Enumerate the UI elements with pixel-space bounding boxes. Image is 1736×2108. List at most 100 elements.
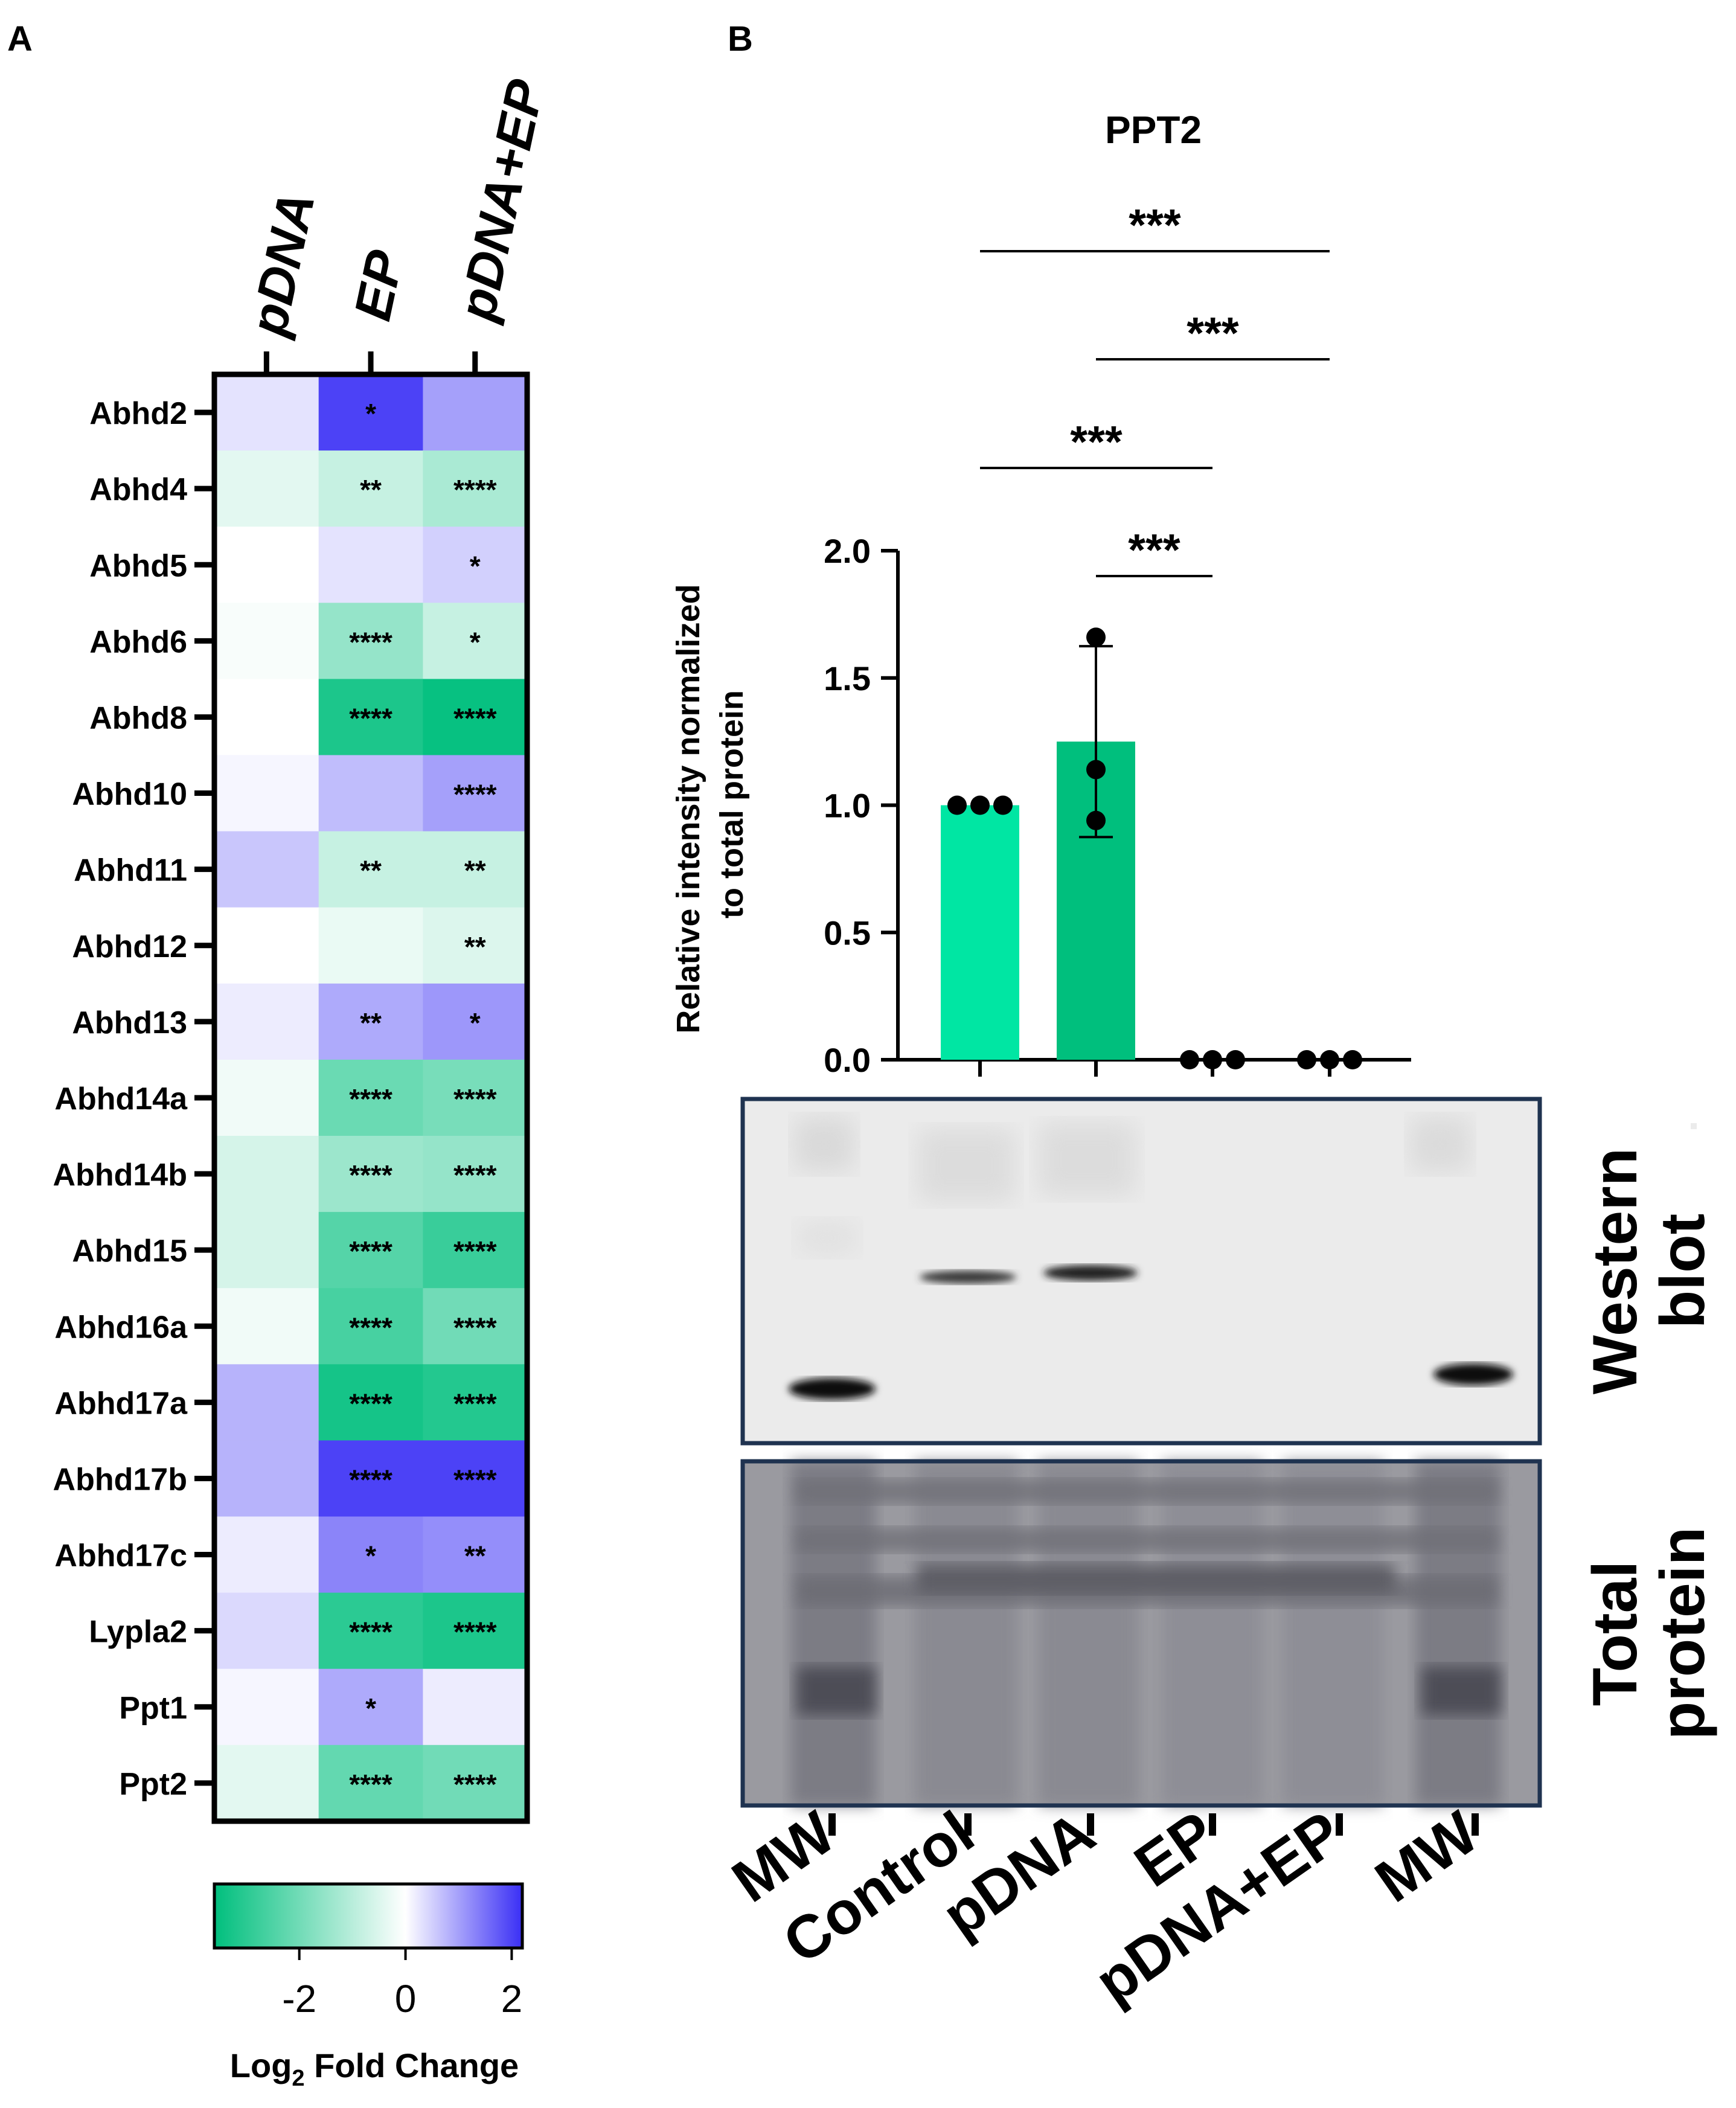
row-label: Abhd12: [72, 929, 187, 964]
heatmap-cell: [423, 1440, 528, 1517]
heatmap-cell: [214, 907, 319, 984]
mw-band-left: [789, 1378, 876, 1400]
data-point: [1226, 1050, 1245, 1069]
heatmap-cell: [214, 1516, 319, 1594]
heatmap-cell: [423, 1136, 528, 1213]
heatmap-cell: [318, 1059, 423, 1136]
chart-bars: [941, 742, 1135, 1060]
row-label: Abhd17b: [53, 1462, 187, 1497]
chart-points: [947, 627, 1362, 1069]
data-point: [1180, 1050, 1199, 1069]
row-label: Ppt1: [119, 1691, 187, 1726]
heatmap-cell: [214, 1059, 319, 1136]
heatmap-cell: [318, 1744, 423, 1822]
row-label: Abhd15: [72, 1234, 187, 1269]
significance-mark: **: [360, 1007, 382, 1039]
data-point: [947, 795, 967, 815]
row-label: Abhd8: [89, 700, 187, 735]
significance-label: ***: [1128, 525, 1180, 575]
total-protein-label: Total protein: [1580, 1527, 1718, 1740]
colorbar-ticks: -2 0 2: [282, 1948, 522, 2020]
significance-mark: ****: [453, 1312, 497, 1343]
heatmap-cell: [423, 907, 528, 984]
column-label: pDNA: [239, 187, 326, 342]
significance-mark: ****: [453, 1464, 497, 1495]
row-label: Abhd14b: [53, 1158, 187, 1193]
heatmap-cell: [318, 1136, 423, 1213]
heatmap-cell: [423, 603, 528, 679]
heatmap-cell: [318, 374, 423, 451]
y-tick-label: 0.5: [824, 914, 871, 952]
heatmap-cell: [214, 983, 319, 1060]
y-axis-label: Relative intensity normalized to total p…: [670, 575, 750, 1033]
significance-mark: *: [365, 1540, 376, 1572]
heatmap-cell: [318, 831, 423, 908]
significance-mark: *: [365, 398, 376, 429]
significance-mark: ****: [453, 1769, 497, 1800]
heatmap-cell: [214, 1440, 319, 1517]
row-label: Abhd13: [72, 1005, 187, 1040]
row-label: Abhd11: [74, 853, 187, 888]
bar-chart: PPT2 Relative intensity normalized to to…: [670, 108, 1411, 1079]
significance-mark: ****: [349, 1159, 392, 1191]
significance-mark: ****: [453, 1616, 497, 1648]
heatmap-cell: [214, 679, 319, 755]
heatmap-cell: [318, 1212, 423, 1289]
significance-label: ***: [1187, 308, 1239, 358]
significance-mark: ****: [453, 1159, 497, 1191]
row-label: Abhd2: [89, 396, 187, 431]
significance-mark: ****: [453, 1083, 497, 1115]
significance-mark: **: [360, 855, 382, 886]
row-label: Abhd16a: [54, 1310, 188, 1345]
heatmap-cell: [214, 1364, 319, 1441]
western-label-line1: Western: [1580, 1148, 1650, 1394]
row-label: Abhd4: [89, 472, 187, 507]
colorbar-tick-label: -2: [282, 1977, 316, 2020]
data-point: [993, 795, 1013, 815]
heatmap-cell: [423, 527, 528, 603]
heatmap-cell: [318, 907, 423, 984]
significance-mark: *: [470, 626, 481, 658]
heatmap-cell: [423, 1516, 528, 1594]
heatmap-cell: [214, 1212, 319, 1289]
heatmap-cell: [318, 450, 423, 527]
heatmap-cell: [423, 450, 528, 527]
heatmap-cell: [214, 1592, 319, 1670]
heatmap-cell: [214, 831, 319, 908]
heatmap-cell: [318, 1440, 423, 1517]
heatmap-cell: [318, 679, 423, 755]
significance-label: ***: [1070, 417, 1123, 467]
heatmap-cell: [318, 1592, 423, 1670]
heatmap: *** ********* ***** ********** ****** ***** **…: [53, 74, 555, 1824]
y-axis-label-line1: Relative intensity normalized: [670, 584, 706, 1033]
heatmap-cell: [423, 1364, 528, 1441]
total-protein-image: [740, 1459, 1542, 1808]
significance-mark: **: [464, 855, 486, 886]
colorbar-gradient: [213, 1882, 524, 1950]
heatmap-cell: [318, 755, 423, 832]
pdna-band: [1043, 1265, 1138, 1281]
significance-mark: ****: [349, 626, 392, 658]
row-label: Abhd14a: [54, 1081, 188, 1116]
significance-mark: *: [470, 1007, 481, 1039]
heatmap-cell: [214, 755, 319, 832]
row-label: Abhd17c: [54, 1539, 187, 1574]
data-point: [1343, 1050, 1362, 1069]
y-tick-label: 1.5: [824, 659, 871, 697]
colorbar-tick-label: 2: [501, 1977, 523, 2020]
heatmap-cell: [318, 1668, 423, 1746]
significance-mark: ****: [349, 1464, 392, 1495]
heatmap-column-labels: pDNA EP pDNA+EP: [239, 74, 555, 376]
significance-mark: ****: [349, 1312, 392, 1343]
western-label-line2: blot: [1648, 1214, 1718, 1329]
heatmap-cell: [423, 1668, 528, 1746]
heatmap-cell: [423, 1059, 528, 1136]
heatmap-cell: [318, 527, 423, 603]
heatmap-cell: [423, 755, 528, 832]
heatmap-cell: [318, 1516, 423, 1594]
data-point: [970, 795, 990, 815]
significance-label: ***: [1129, 200, 1181, 250]
lane-label: MW: [1363, 1798, 1490, 1915]
heatmap-cell: [318, 603, 423, 679]
